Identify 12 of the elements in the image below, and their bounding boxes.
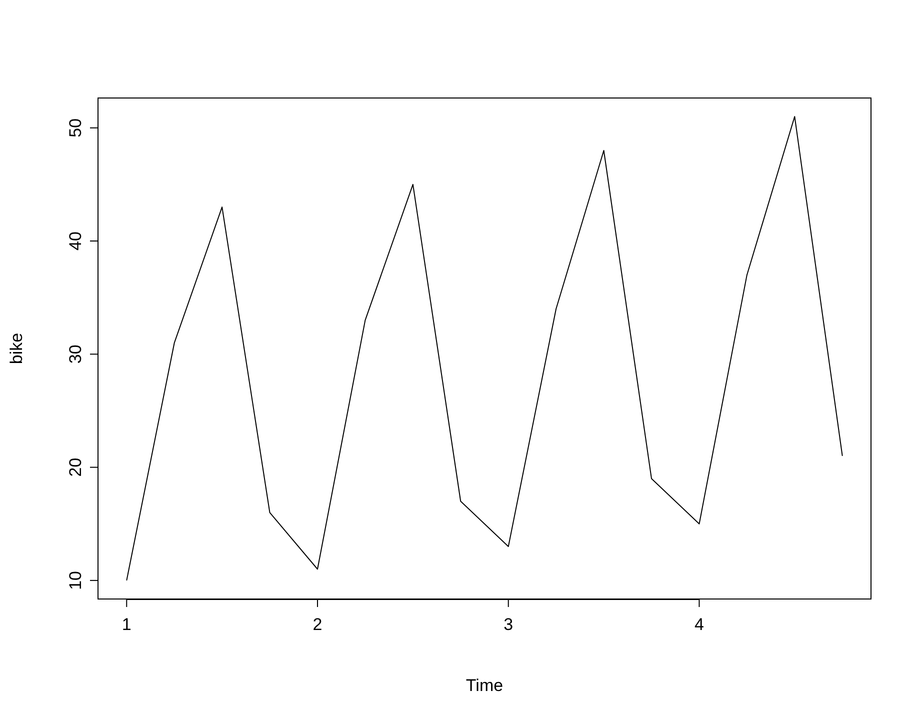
x-tick-label: 4: [694, 615, 704, 634]
y-tick-label: 50: [66, 118, 85, 138]
y-tick-label: 40: [66, 232, 85, 250]
line-series: [126, 116, 843, 581]
x-tick-label: 3: [504, 615, 514, 634]
y-tick-label: 10: [66, 570, 85, 590]
y-axis-title: bike: [7, 332, 26, 364]
x-axis-title: Time: [466, 676, 504, 695]
x-tick-label: 2: [312, 615, 322, 634]
y-tick-label: 20: [66, 458, 85, 477]
y-tick-label: 30: [66, 344, 85, 364]
x-tick-label: 1: [122, 615, 132, 634]
